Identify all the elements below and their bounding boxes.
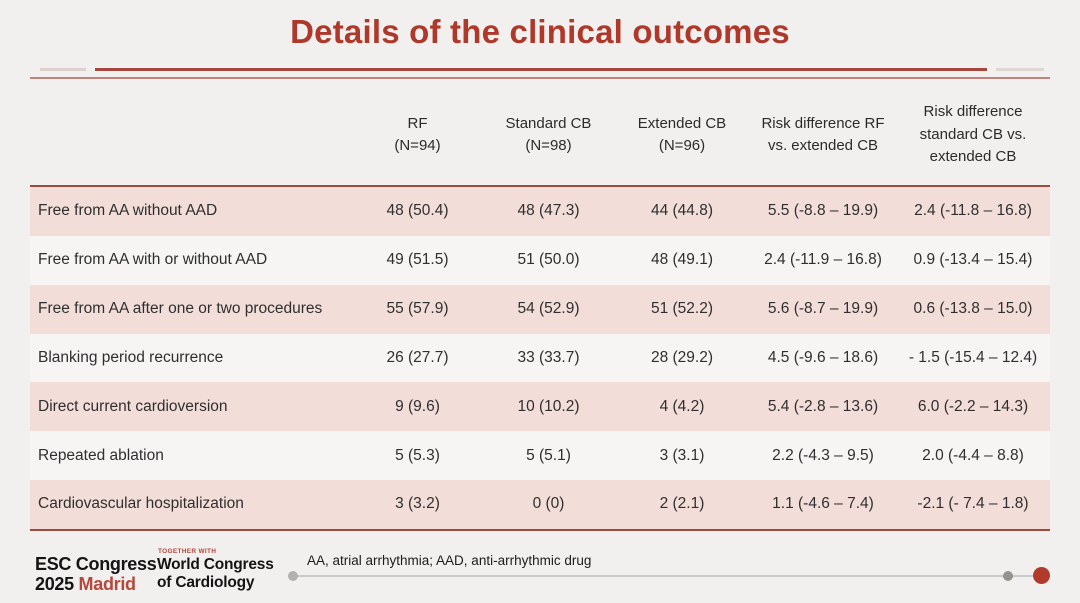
together-with-label: TOGETHER WITH xyxy=(158,548,217,555)
column-header-extended-cb: Extended CB (N=96) xyxy=(637,114,727,155)
row-label: Direct current cardioversion xyxy=(38,397,228,415)
cell-rf: 3 (3.2) xyxy=(395,495,440,513)
cell-extended-cb: 2 (2.1) xyxy=(659,495,705,513)
progress-gray-dot xyxy=(1003,571,1013,581)
cell-standard-cb: 33 (33.7) xyxy=(517,348,580,366)
cell-rf: 26 (27.7) xyxy=(386,348,449,366)
table-row: Repeated ablation 5 (5.3) 5 (5.1) 3 (3.1… xyxy=(30,431,1050,481)
row-label: Free from AA with or without AAD xyxy=(38,251,268,269)
progress-start-dot xyxy=(288,571,298,581)
column-header-rf: RF (N=94) xyxy=(394,114,441,155)
table-row: Free from AA after one or two procedures… xyxy=(30,284,1050,334)
world-congress-logo: World Congress of Cardiology xyxy=(157,556,274,592)
row-label: Free from AA after one or two procedures xyxy=(38,300,323,318)
cell-risk-diff-rf: 5.5 (-8.8 – 19.9) xyxy=(767,202,879,220)
outcomes-table: RF (N=94) Standard CB (N=98) Extended CB… xyxy=(30,85,1050,531)
table-body: Free from AA without AAD 48 (50.4) 48 (4… xyxy=(30,185,1050,531)
cell-rf: 48 (50.4) xyxy=(386,202,449,220)
cell-risk-diff-std: - 1.5 (-15.4 – 12.4) xyxy=(908,348,1038,366)
cell-standard-cb: 48 (47.3) xyxy=(517,202,580,220)
title-divider-thin xyxy=(30,77,1050,79)
table-row: Blanking period recurrence 26 (27.7) 33 … xyxy=(30,333,1050,383)
title-divider xyxy=(95,68,987,71)
row-label: Cardiovascular hospitalization xyxy=(38,495,244,513)
cell-risk-diff-rf: 2.2 (-4.3 – 9.5) xyxy=(772,446,874,464)
cell-standard-cb: 51 (50.0) xyxy=(517,251,580,269)
cell-extended-cb: 51 (52.2) xyxy=(650,300,714,318)
table-row: Cardiovascular hospitalization 3 (3.2) 0… xyxy=(30,480,1050,529)
cell-rf: 49 (51.5) xyxy=(386,251,449,269)
wcc-line2: of Cardiology xyxy=(157,573,255,591)
cell-rf: 5 (5.3) xyxy=(395,446,440,464)
cell-rf: 9 (9.6) xyxy=(395,397,440,415)
cell-standard-cb: 54 (52.9) xyxy=(517,300,580,318)
row-label: Free from AA without AAD xyxy=(38,202,218,220)
cell-risk-diff-std: 0.6 (-13.8 – 15.0) xyxy=(913,300,1033,318)
progress-timeline xyxy=(293,575,1041,577)
row-label: Repeated ablation xyxy=(38,446,164,464)
title-divider-stub-right xyxy=(996,68,1044,71)
cell-risk-diff-rf: 5.6 (-8.7 – 19.9) xyxy=(767,300,879,318)
cell-risk-diff-std: -2.1 (- 7.4 – 1.8) xyxy=(917,495,1029,513)
cell-risk-diff-rf: 5.4 (-2.8 – 13.6) xyxy=(767,397,879,415)
cell-extended-cb: 3 (3.1) xyxy=(659,446,705,464)
column-header-standard-cb: Standard CB (N=98) xyxy=(505,114,592,155)
cell-extended-cb: 28 (29.2) xyxy=(650,348,714,366)
cell-risk-diff-rf: 1.1 (-4.6 – 7.4) xyxy=(772,495,874,513)
cell-standard-cb: 5 (5.1) xyxy=(526,446,571,464)
wcc-line1: World Congress xyxy=(157,556,274,573)
cell-standard-cb: 10 (10.2) xyxy=(517,397,580,415)
cell-rf: 55 (57.9) xyxy=(386,300,449,318)
cell-risk-diff-std: 0.9 (-13.4 – 15.4) xyxy=(913,251,1033,269)
title-divider-stub-left xyxy=(40,68,86,71)
cell-risk-diff-rf: 2.4 (-11.9 – 16.8) xyxy=(764,251,882,269)
cell-extended-cb: 48 (49.1) xyxy=(650,251,714,269)
slide-title: Details of the clinical outcomes xyxy=(290,13,790,50)
cell-extended-cb: 4 (4.2) xyxy=(659,397,705,415)
progress-current-dot xyxy=(1033,567,1050,584)
cell-standard-cb: 0 (0) xyxy=(532,495,565,513)
row-label: Blanking period recurrence xyxy=(38,348,224,366)
cell-risk-diff-std: 2.0 (-4.4 – 8.8) xyxy=(922,446,1024,464)
column-header-risk-diff-std: Risk difference standard CB vs. extended… xyxy=(919,103,1027,166)
cell-risk-diff-std: 2.4 (-11.8 – 16.8) xyxy=(914,202,1032,220)
table-row: Free from AA without AAD 48 (50.4) 48 (4… xyxy=(30,187,1050,236)
cell-risk-diff-std: 6.0 (-2.2 – 14.3) xyxy=(917,397,1029,415)
esc-congress-name: ESC Congress xyxy=(35,554,157,574)
table-row: Free from AA with or without AAD 49 (51.… xyxy=(30,235,1050,285)
cell-risk-diff-rf: 4.5 (-9.6 – 18.6) xyxy=(767,348,879,366)
esc-congress-logo: ESC Congress 2025 Madrid xyxy=(35,554,157,595)
table-row: Direct current cardioversion 9 (9.6) 10 … xyxy=(30,382,1050,432)
table-header-row: RF (N=94) Standard CB (N=98) Extended CB… xyxy=(30,85,1050,185)
esc-congress-year: 2025 xyxy=(35,573,79,594)
esc-congress-year-city: 2025 Madrid xyxy=(35,573,156,595)
abbreviations-footnote: AA, atrial arrhythmia; AAD, anti-arrhyth… xyxy=(307,553,592,568)
esc-congress-city: Madrid xyxy=(78,573,137,594)
cell-extended-cb: 44 (44.8) xyxy=(650,202,714,220)
column-header-risk-diff-rf: Risk difference RF vs. extended CB xyxy=(761,114,885,155)
